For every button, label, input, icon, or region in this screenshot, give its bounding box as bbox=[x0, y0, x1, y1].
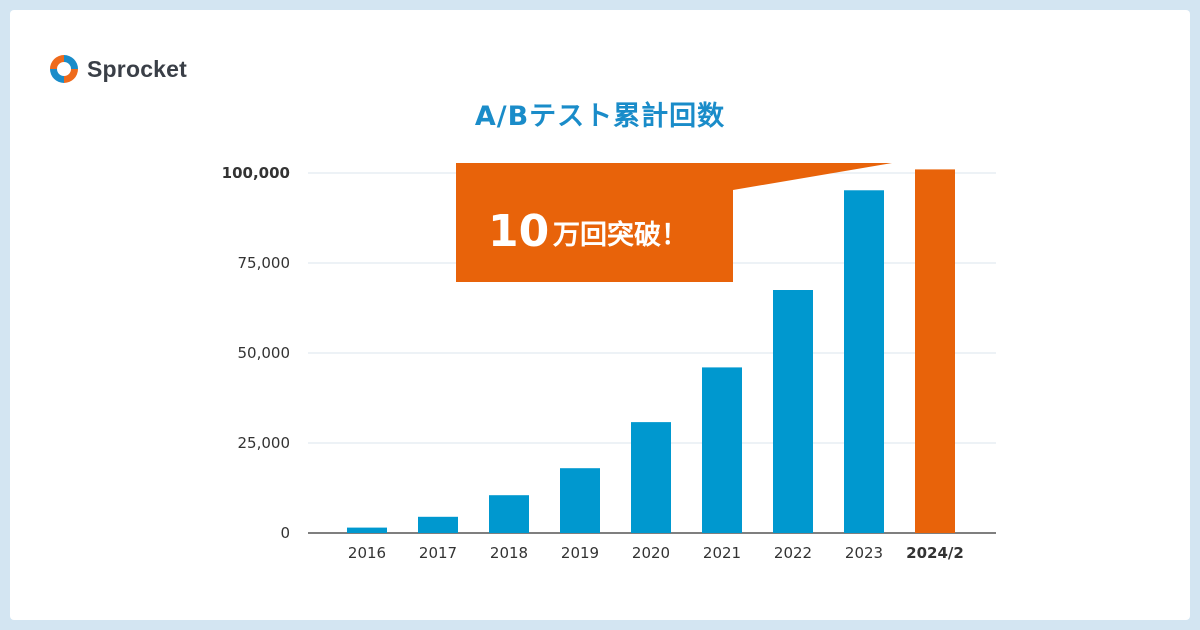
bar-2020 bbox=[631, 422, 671, 533]
bar-2022 bbox=[773, 290, 813, 533]
bar-2019 bbox=[560, 468, 600, 533]
x-tick-label: 2019 bbox=[561, 544, 599, 562]
bar-2017 bbox=[418, 516, 458, 533]
x-tick-label: 2020 bbox=[632, 544, 670, 562]
chart-title: A/Bテスト累計回数 bbox=[474, 101, 726, 132]
brand-name: Sprocket bbox=[87, 55, 188, 82]
y-tick-label: 50,000 bbox=[238, 344, 291, 362]
callout-box bbox=[456, 163, 892, 282]
bar-2023 bbox=[844, 190, 884, 533]
y-tick-label: 75,000 bbox=[238, 254, 291, 272]
bar-2024-2 bbox=[915, 169, 955, 533]
y-tick-label: 0 bbox=[280, 524, 290, 542]
bar-2021 bbox=[702, 367, 742, 533]
y-tick-label: 100,000 bbox=[222, 164, 290, 182]
x-tick-label: 2017 bbox=[419, 544, 457, 562]
callout-number: 10 bbox=[488, 206, 549, 257]
x-tick-label: 2024/2 bbox=[906, 544, 964, 562]
x-tick-label: 2021 bbox=[703, 544, 741, 562]
y-tick-label: 25,000 bbox=[238, 434, 291, 452]
x-tick-label: 2018 bbox=[490, 544, 528, 562]
x-tick-label: 2022 bbox=[774, 544, 812, 562]
sprocket-logo-icon bbox=[50, 55, 78, 83]
brand-logo: Sprocket bbox=[47, 52, 187, 86]
x-tick-label: 2016 bbox=[348, 544, 386, 562]
callout-suffix: 万回突破！ bbox=[553, 219, 688, 251]
x-tick-label: 2023 bbox=[845, 544, 883, 562]
bar-2018 bbox=[489, 495, 529, 533]
bar-2016 bbox=[347, 527, 387, 533]
